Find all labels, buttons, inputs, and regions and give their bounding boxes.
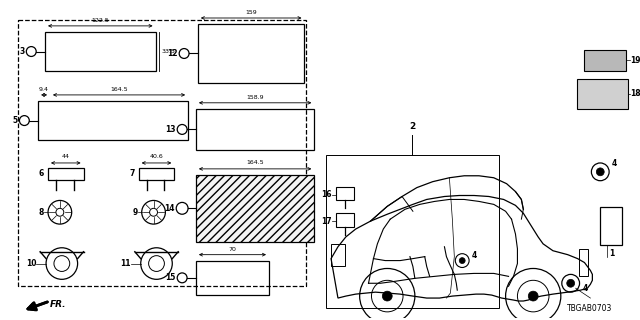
Text: 1: 1: [609, 249, 615, 258]
Bar: [336, 213, 354, 227]
Bar: [600, 207, 622, 245]
Bar: [584, 50, 626, 71]
Text: 15: 15: [165, 273, 175, 282]
Bar: [579, 249, 588, 276]
Bar: [577, 79, 628, 109]
Bar: [19, 20, 307, 286]
Text: 14: 14: [164, 204, 174, 213]
Bar: [331, 244, 345, 266]
Bar: [38, 101, 188, 140]
Text: 4: 4: [612, 159, 618, 168]
Text: TBGAB0703: TBGAB0703: [567, 304, 612, 313]
Text: 164.5: 164.5: [110, 87, 128, 92]
Text: 44: 44: [62, 154, 70, 159]
Text: 17: 17: [321, 217, 332, 226]
Text: 9.4: 9.4: [39, 87, 49, 92]
Circle shape: [567, 279, 575, 287]
Bar: [196, 260, 269, 295]
Text: 3: 3: [19, 47, 24, 56]
Circle shape: [596, 168, 604, 176]
Text: 9: 9: [132, 208, 138, 217]
Text: 16: 16: [321, 190, 332, 199]
Text: 159: 159: [245, 10, 257, 15]
Circle shape: [460, 258, 465, 264]
Bar: [326, 155, 499, 308]
Bar: [196, 109, 314, 150]
Bar: [196, 175, 314, 242]
Text: 122.5: 122.5: [92, 18, 109, 23]
Text: 4: 4: [582, 284, 588, 293]
Text: 18: 18: [630, 89, 640, 99]
Text: 33.5: 33.5: [161, 49, 175, 54]
Text: 5: 5: [12, 116, 17, 125]
Text: 40.6: 40.6: [150, 154, 163, 159]
Bar: [45, 32, 156, 71]
Bar: [139, 168, 174, 180]
Bar: [48, 168, 84, 180]
Text: 19: 19: [630, 56, 640, 65]
Text: 70: 70: [228, 247, 236, 252]
Bar: [198, 24, 305, 83]
Text: 6: 6: [39, 169, 44, 178]
Text: 12: 12: [166, 49, 177, 58]
Text: FR.: FR.: [50, 300, 67, 309]
Text: 8: 8: [38, 208, 44, 217]
Text: 11: 11: [120, 259, 131, 268]
Text: 158.9: 158.9: [246, 95, 264, 100]
Text: 13: 13: [164, 125, 175, 134]
Circle shape: [528, 291, 538, 301]
Text: 10: 10: [26, 259, 36, 268]
Text: 7: 7: [129, 169, 135, 178]
Text: 164.5: 164.5: [246, 160, 264, 165]
Text: 2: 2: [410, 123, 415, 132]
Circle shape: [382, 291, 392, 301]
Bar: [336, 187, 354, 200]
Text: 4: 4: [472, 251, 477, 260]
